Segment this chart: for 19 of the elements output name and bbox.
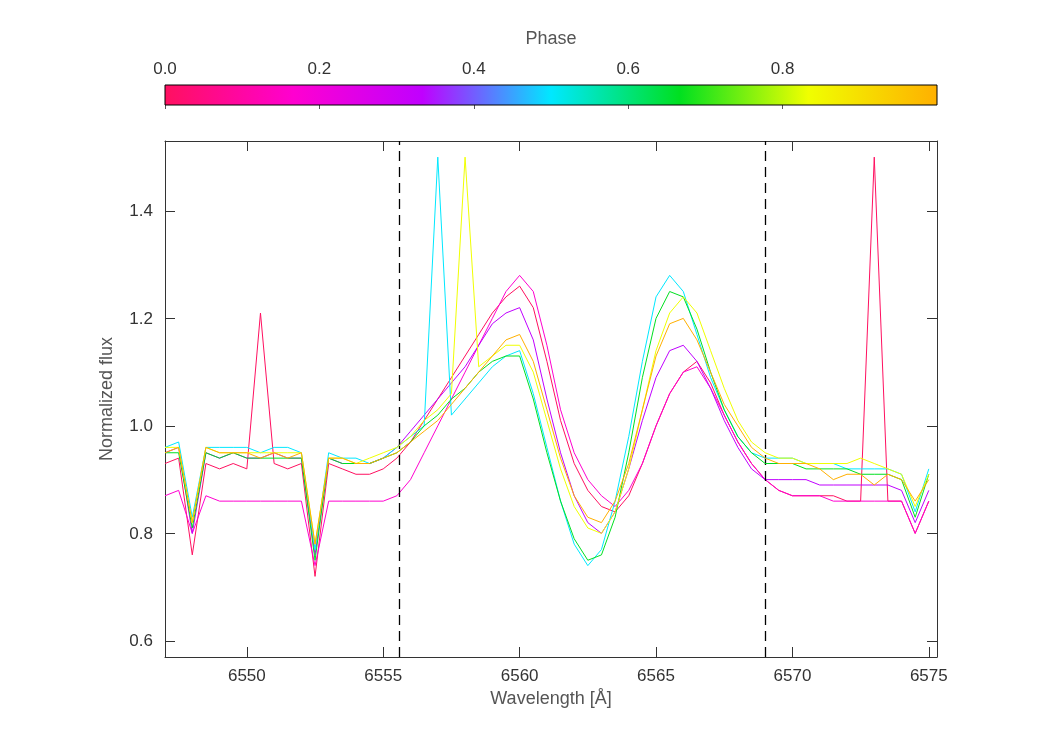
color-bar-label: 0.4 <box>461 59 486 78</box>
x-tick-label: 6560 <box>500 666 539 685</box>
x-tick-label: 6570 <box>773 666 812 685</box>
color-bar-label: 0.0 <box>153 59 177 78</box>
color-bar-title: Phase <box>525 28 577 48</box>
x-tick-label: 6565 <box>637 666 675 685</box>
x-tick-label: 6575 <box>909 666 948 685</box>
x-tick-label: 6555 <box>364 666 403 685</box>
x-axis-title: Wavelength [Å] <box>490 688 612 708</box>
y-axis-title: Normalized flux <box>96 336 116 462</box>
y-tick-label: 1.4 <box>129 201 153 221</box>
y-tick-label: 1.2 <box>129 308 153 328</box>
color-bar-label: 0.6 <box>616 59 641 78</box>
color-bar-label: 0.2 <box>307 59 332 78</box>
y-tick-label: 1.0 <box>129 416 153 436</box>
x-tick-label: 6550 <box>227 666 266 685</box>
color-bar-label: 0.8 <box>770 59 795 78</box>
y-tick-label: 0.8 <box>129 523 153 543</box>
y-tick-label: 0.6 <box>129 631 153 651</box>
